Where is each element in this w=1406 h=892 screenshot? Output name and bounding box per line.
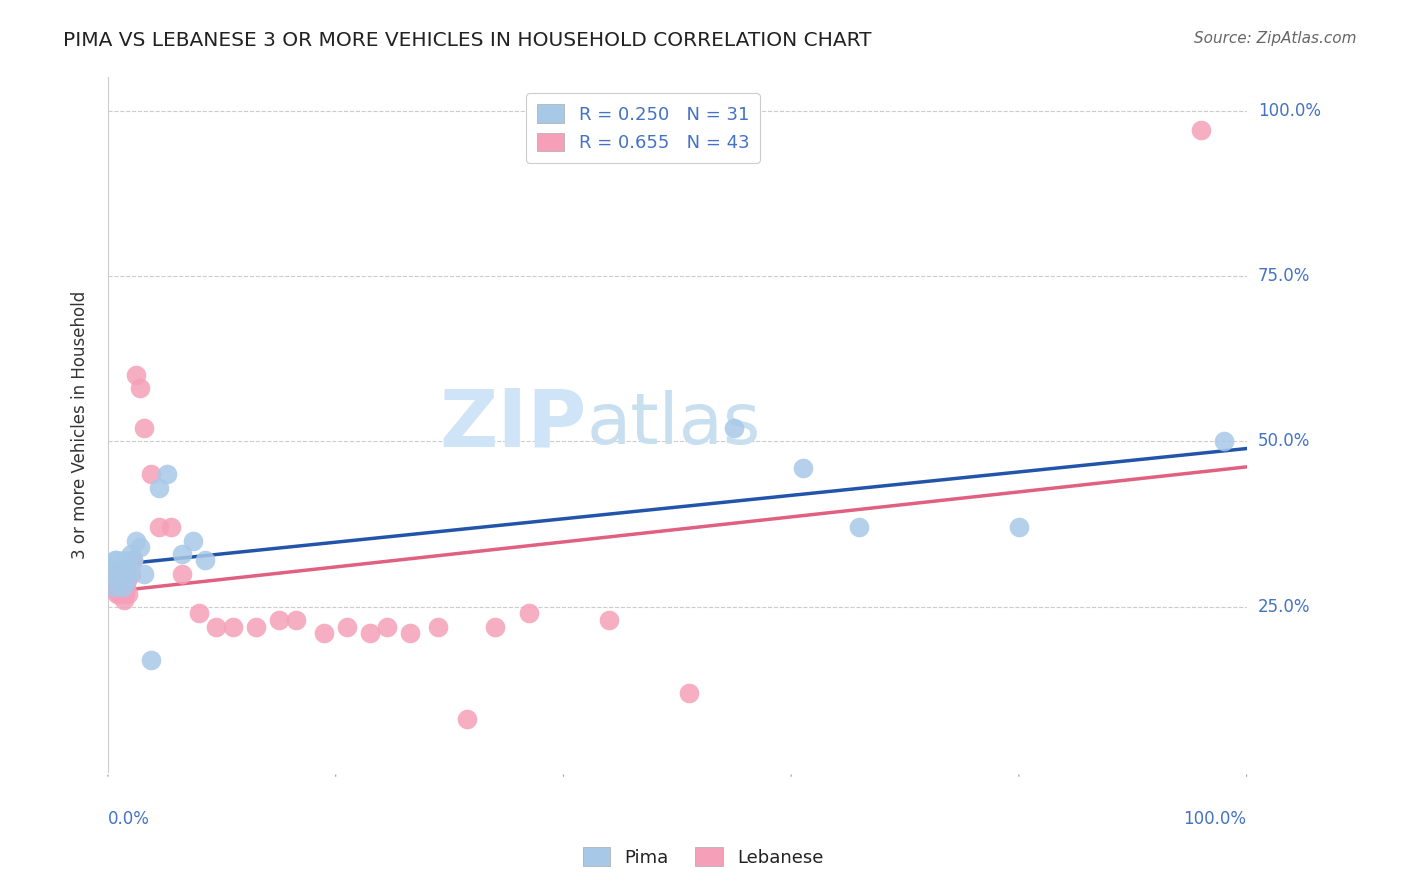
- Text: 100.0%: 100.0%: [1258, 102, 1320, 120]
- Point: [128, 381, 150, 395]
- Point: [117, 560, 139, 574]
- Point: [107, 574, 129, 588]
- Text: 50.0%: 50.0%: [1258, 433, 1310, 450]
- Point: [110, 560, 132, 574]
- Point: [120, 566, 142, 581]
- Point: [336, 619, 359, 633]
- Point: [110, 580, 132, 594]
- Point: [103, 580, 125, 594]
- Point: [105, 560, 128, 574]
- Point: [103, 580, 125, 594]
- Point: [117, 566, 139, 581]
- Point: [598, 613, 620, 627]
- Point: [183, 533, 205, 548]
- Point: [125, 533, 148, 548]
- Legend: Pima, Lebanese: Pima, Lebanese: [575, 840, 831, 874]
- Point: [205, 619, 228, 633]
- Point: [456, 712, 478, 726]
- Point: [267, 613, 290, 627]
- Point: [141, 467, 163, 482]
- Point: [134, 566, 156, 581]
- Point: [134, 421, 156, 435]
- Point: [104, 553, 127, 567]
- Point: [111, 580, 134, 594]
- Point: [141, 653, 163, 667]
- Point: [115, 574, 138, 588]
- Text: 75.0%: 75.0%: [1258, 267, 1310, 285]
- Point: [111, 586, 134, 600]
- Point: [117, 574, 139, 588]
- Point: [107, 580, 129, 594]
- Text: atlas: atlas: [586, 391, 761, 459]
- Point: [848, 520, 870, 534]
- Text: PIMA VS LEBANESE 3 OR MORE VEHICLES IN HOUSEHOLD CORRELATION CHART: PIMA VS LEBANESE 3 OR MORE VEHICLES IN H…: [63, 31, 872, 50]
- Point: [111, 586, 134, 600]
- Point: [375, 619, 398, 633]
- Point: [104, 574, 127, 588]
- Point: [1008, 520, 1031, 534]
- Point: [125, 368, 148, 383]
- Point: [105, 586, 128, 600]
- Point: [517, 607, 540, 621]
- Point: [188, 607, 211, 621]
- Point: [112, 553, 135, 567]
- Point: [156, 467, 179, 482]
- Point: [148, 481, 170, 495]
- Point: [314, 626, 336, 640]
- Point: [723, 421, 745, 435]
- Point: [115, 580, 138, 594]
- Point: [398, 626, 420, 640]
- Point: [108, 586, 131, 600]
- Text: ZIP: ZIP: [439, 386, 586, 464]
- Point: [128, 540, 150, 554]
- Point: [120, 547, 142, 561]
- Point: [112, 593, 135, 607]
- Point: [284, 613, 307, 627]
- Text: 0.0%: 0.0%: [108, 810, 150, 829]
- Point: [122, 553, 145, 567]
- Point: [122, 553, 145, 567]
- Point: [427, 619, 450, 633]
- Point: [101, 566, 124, 581]
- Point: [104, 574, 127, 588]
- Point: [170, 547, 193, 561]
- Legend: R = 0.250   N = 31, R = 0.655   N = 43: R = 0.250 N = 31, R = 0.655 N = 43: [526, 94, 761, 163]
- Point: [104, 553, 127, 567]
- Point: [108, 566, 131, 581]
- Point: [194, 553, 217, 567]
- Point: [159, 520, 181, 534]
- Point: [484, 619, 506, 633]
- Point: [170, 566, 193, 581]
- Point: [1189, 123, 1212, 137]
- Text: 100.0%: 100.0%: [1184, 810, 1247, 829]
- Point: [114, 586, 136, 600]
- Text: Source: ZipAtlas.com: Source: ZipAtlas.com: [1194, 31, 1357, 46]
- Point: [222, 619, 245, 633]
- Text: 25.0%: 25.0%: [1258, 598, 1310, 615]
- Point: [245, 619, 267, 633]
- Point: [1212, 434, 1234, 449]
- Point: [111, 574, 134, 588]
- Point: [148, 520, 170, 534]
- Point: [359, 626, 381, 640]
- Point: [678, 686, 700, 700]
- Y-axis label: 3 or more Vehicles in Household: 3 or more Vehicles in Household: [72, 291, 89, 559]
- Point: [792, 460, 814, 475]
- Point: [100, 580, 122, 594]
- Point: [101, 566, 124, 581]
- Point: [114, 566, 136, 581]
- Point: [117, 586, 139, 600]
